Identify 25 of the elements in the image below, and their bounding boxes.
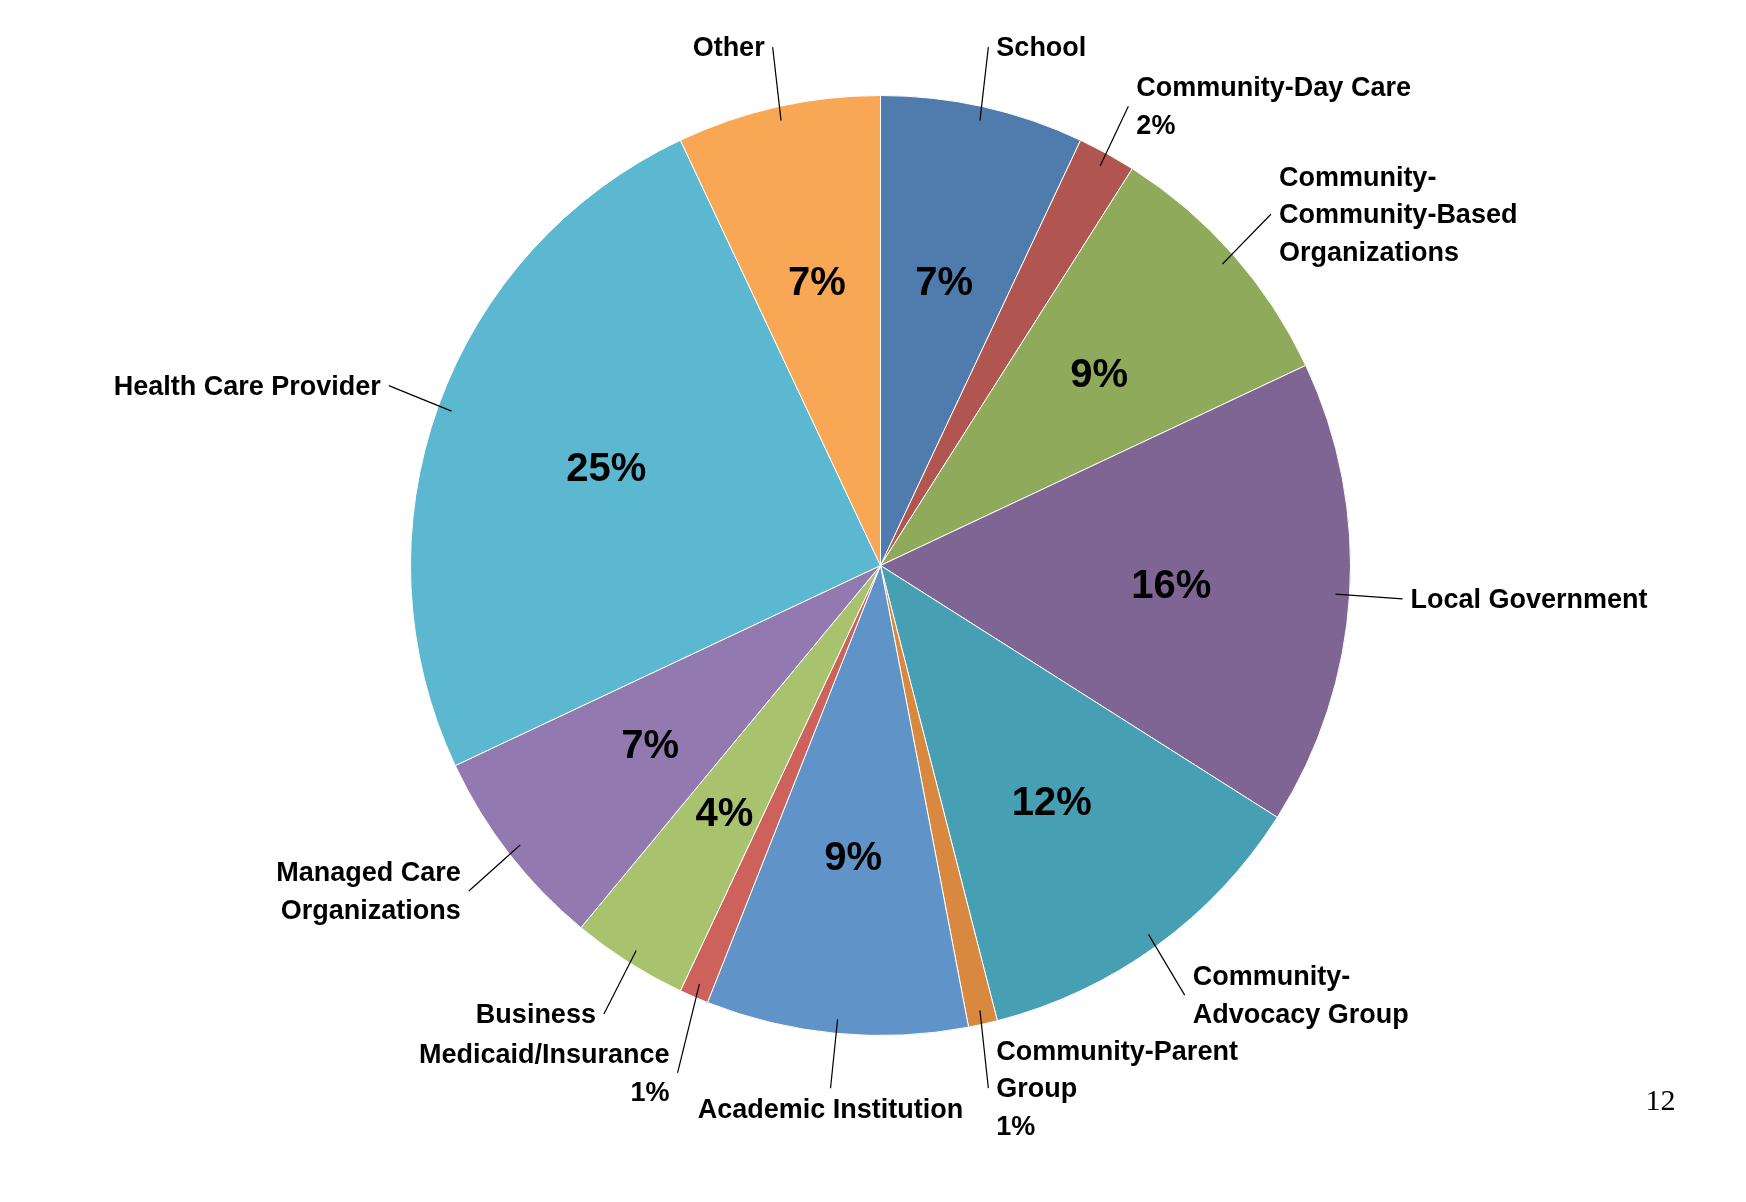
data-label: 4% [695,789,754,834]
data-label: 1% [630,1076,670,1107]
slice-label: Managed Care Organizations [276,857,461,925]
slice-label: Community-Day Care [1136,72,1411,103]
data-label: 9% [1070,350,1128,395]
slice-label: Community-Parent Group [996,1035,1238,1104]
slice-label: Academic Institution [697,1094,964,1125]
slice-label: Other [692,32,766,63]
slice-label: Local Government [1410,583,1648,614]
data-label: 9% [824,833,882,878]
data-label: 12% [1011,779,1092,824]
slice-label: School [996,32,1087,63]
data-label: 2% [1136,109,1176,140]
slice-label: Health Care Provider [113,370,382,401]
slice-label: Community- Advocacy Group [1192,961,1409,1029]
slice-label: Medicaid/Insurance [418,1039,670,1070]
text: 12 [1645,1083,1676,1116]
data-label: 7% [915,259,973,304]
data-label: 1% [996,1110,1036,1141]
slice-label: Community- Community-Based Organizations [1278,161,1518,267]
data-label: 7% [621,722,680,767]
data-label: 25% [566,444,647,489]
data-label: 16% [1131,561,1212,606]
data-label: 7% [788,259,846,304]
slice-label: Business [475,998,596,1029]
